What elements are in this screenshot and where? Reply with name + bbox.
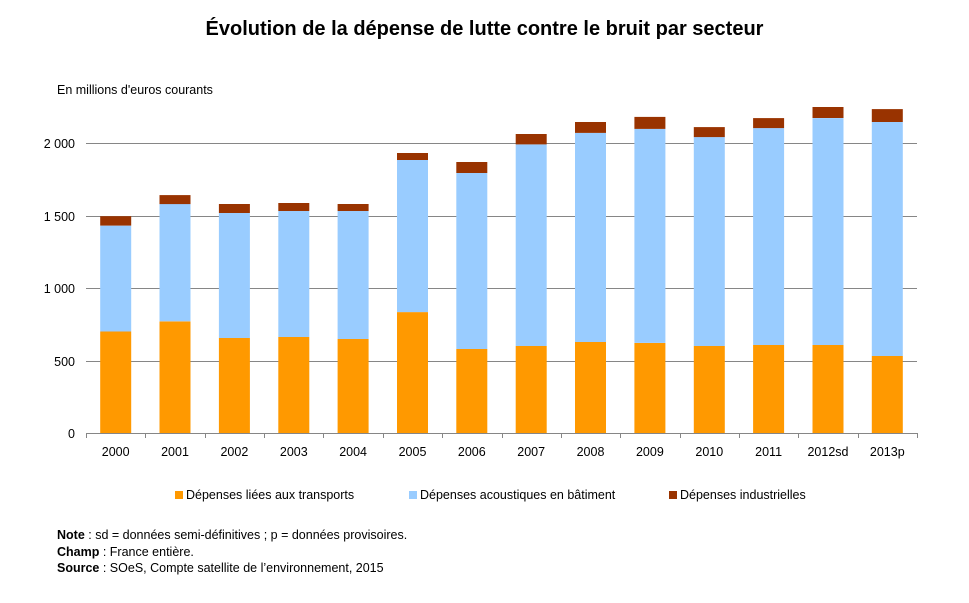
bar-segment-transports <box>397 312 428 433</box>
bar-segment-industrielles <box>456 162 488 173</box>
legend-item-transports: Dépenses liées aux transports <box>175 488 354 502</box>
bar-segment-industrielles <box>100 216 132 226</box>
bar-segment-batiment <box>575 132 606 342</box>
stacked-bar-chart: 0 500 1 000 1 500 2 000 2000 2001 2002 2003 2004… <box>44 107 918 459</box>
bar-segment-batiment <box>693 137 725 346</box>
x-tick-label: 2012sd <box>807 445 848 459</box>
bar-segment-industrielles <box>159 195 191 205</box>
bar-segment-industrielles <box>871 109 903 122</box>
bar-segment-industrielles <box>575 122 606 133</box>
bar-segment-industrielles <box>693 127 725 138</box>
bar-segment-batiment <box>100 225 132 332</box>
x-tick-label: 2007 <box>517 445 545 459</box>
bar-segment-transports <box>515 346 547 433</box>
bar-segment-batiment <box>634 128 666 343</box>
x-tick-label: 2011 <box>755 445 782 459</box>
x-tick-label: 2004 <box>339 445 367 459</box>
footnotes: Note : sd = données semi-définitives ; p… <box>57 527 407 577</box>
bar-segment-industrielles <box>634 116 666 129</box>
champ-line: Champ : France entière. <box>57 544 194 559</box>
bar-segment-industrielles <box>278 203 310 211</box>
y-tick-label: 1 500 <box>44 210 75 224</box>
bar-segment-transports <box>812 345 844 433</box>
x-tick-label: 2000 <box>102 445 130 459</box>
bar-segment-transports <box>337 339 369 433</box>
bar-segment-transports <box>278 337 310 433</box>
y-tick-label: 0 <box>68 427 75 441</box>
legend-swatch-industrielles <box>669 491 677 499</box>
x-tick-label: 2013p <box>870 445 905 459</box>
x-tick-label: 2005 <box>399 445 427 459</box>
x-tick-label: 2008 <box>577 445 605 459</box>
bar-segment-industrielles <box>753 118 785 129</box>
legend-label: Dépenses acoustiques en bâtiment <box>420 488 616 502</box>
gridlines <box>86 143 917 362</box>
bar-segment-transports <box>871 356 903 433</box>
legend-swatch-batiment <box>409 491 417 499</box>
bar-segment-industrielles <box>397 153 428 160</box>
x-tick-label: 2006 <box>458 445 486 459</box>
bar-segment-batiment <box>278 211 310 337</box>
bar-segment-batiment <box>812 118 844 345</box>
bar-segment-industrielles <box>337 204 369 211</box>
bar-segment-industrielles <box>218 204 250 213</box>
bar-segment-transports <box>634 343 666 433</box>
bar-segment-industrielles <box>515 134 547 145</box>
y-tick-label: 500 <box>54 355 75 369</box>
y-axis-unit-label: En millions d'euros courants <box>57 83 213 97</box>
bar-segment-batiment <box>397 160 428 313</box>
bar-segment-batiment <box>456 173 488 349</box>
bar-segment-batiment <box>753 128 785 345</box>
chart-title: Évolution de la dépense de lutte contre … <box>205 18 764 40</box>
x-tick-label: 2002 <box>220 445 248 459</box>
bar-segment-batiment <box>159 204 191 322</box>
source-line: Source : SOeS, Compte satellite de l’env… <box>57 561 384 575</box>
legend-item-batiment: Dépenses acoustiques en bâtiment <box>409 488 615 502</box>
legend-label: Dépenses liées aux transports <box>186 488 355 502</box>
bar-segment-batiment <box>337 211 369 339</box>
x-tick-label: 2009 <box>636 445 664 459</box>
x-tick-label: 2003 <box>280 445 308 459</box>
bar-segment-batiment <box>515 144 547 346</box>
note-line: Note : sd = données semi-définitives ; p… <box>57 528 408 542</box>
x-tick-label: 2001 <box>161 445 189 459</box>
legend-swatch-transports <box>175 491 183 499</box>
legend-label: Dépenses industrielles <box>680 488 806 502</box>
y-tick-label: 1 000 <box>44 282 75 296</box>
bars <box>100 107 903 433</box>
x-tick-label: 2010 <box>695 445 723 459</box>
x-axis: 2000 2001 2002 2003 2004 2005 2006 2007 2008 2009… <box>86 433 918 459</box>
bar-segment-industrielles <box>812 107 844 118</box>
bar-segment-transports <box>100 331 132 433</box>
legend-item-industrielles: Dépenses industrielles <box>669 488 806 502</box>
bar-segment-batiment <box>218 213 250 338</box>
y-axis-ticks: 0 500 1 000 1 500 2 000 <box>44 137 75 441</box>
bar-segment-batiment <box>871 122 903 356</box>
bar-segment-transports <box>575 341 606 433</box>
bar-segment-transports <box>693 346 725 433</box>
y-tick-label: 2 000 <box>44 137 75 151</box>
bar-segment-transports <box>753 345 785 433</box>
bar-segment-transports <box>159 321 191 433</box>
bar-segment-transports <box>456 349 488 433</box>
bar-segment-transports <box>218 338 250 433</box>
